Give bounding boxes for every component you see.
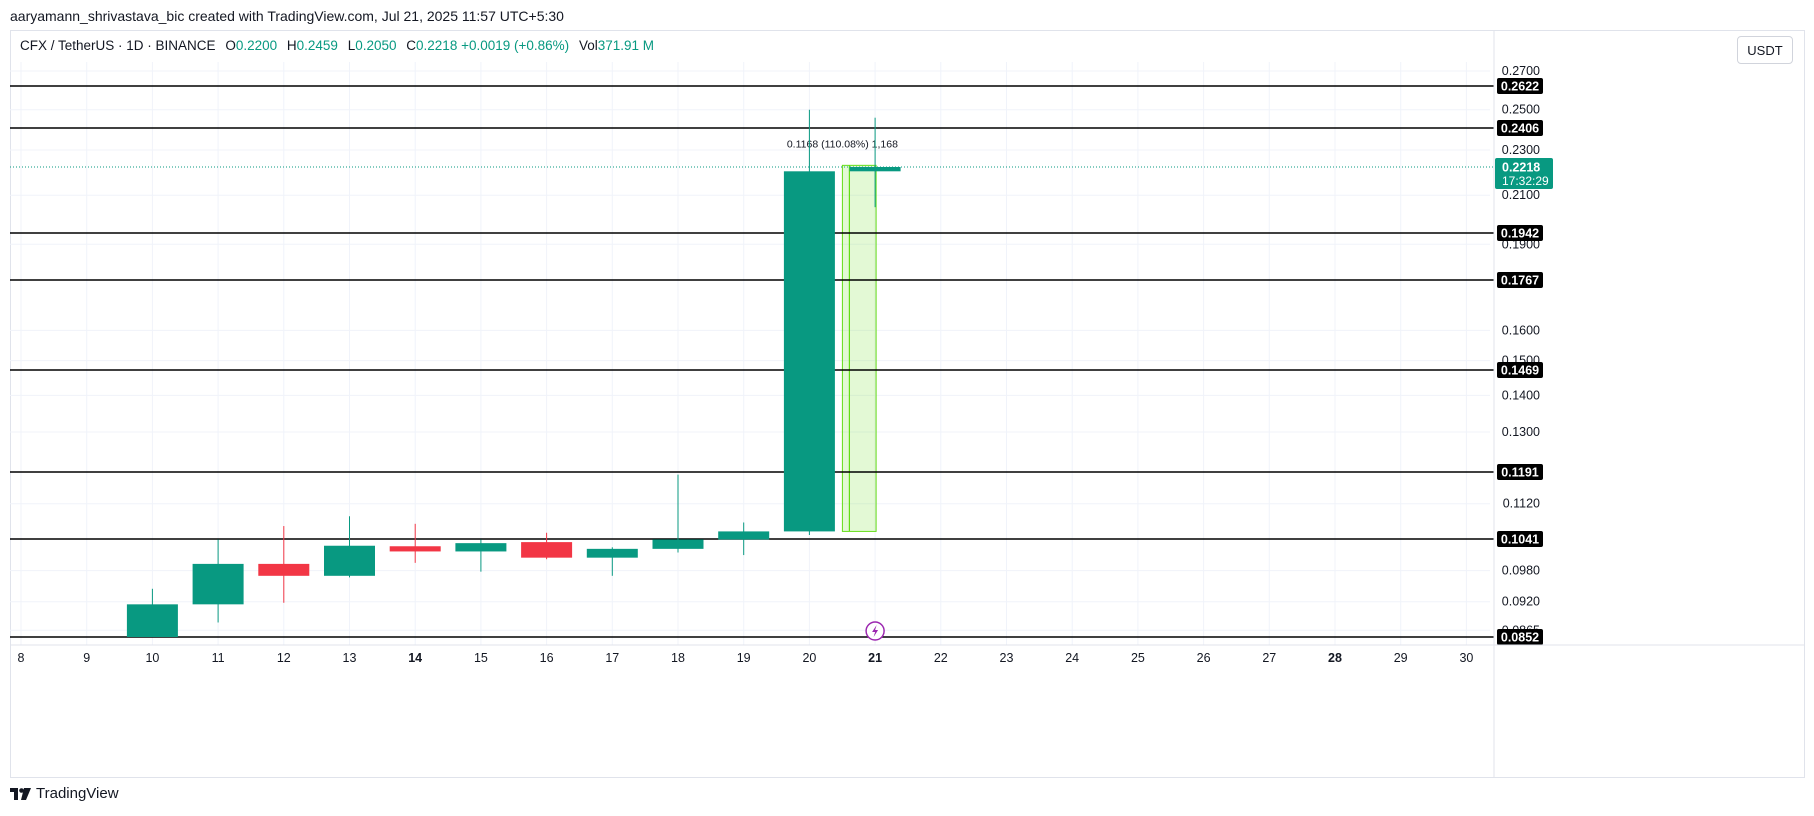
date-tick-label: 15 xyxy=(474,651,488,665)
date-tick-label: 9 xyxy=(83,651,90,665)
chart-header-credit: aaryamann_shrivastava_bic created with T… xyxy=(10,8,564,24)
level-price-tag xyxy=(1497,272,1543,288)
candle-body xyxy=(324,545,375,576)
date-tick-label: 14 xyxy=(408,651,422,665)
volume-label: Vol xyxy=(578,38,598,53)
date-tick-label: 25 xyxy=(1131,651,1145,665)
candle-body xyxy=(521,542,573,558)
change-value: +0.0019 (+0.86%) xyxy=(461,38,570,53)
level-price-tag xyxy=(1497,225,1543,241)
date-tick-label: 19 xyxy=(737,651,751,665)
candle-body xyxy=(258,563,310,576)
date-tick-label: 29 xyxy=(1394,651,1408,665)
last-price-tag-value: 0.2218 xyxy=(1502,161,1540,175)
date-tick-label: 13 xyxy=(343,651,357,665)
level-price-tag-text: 0.1469 xyxy=(1501,364,1539,378)
date-tick-label: 22 xyxy=(934,651,948,665)
date-tick-label: 17 xyxy=(605,651,619,665)
last-price-tag-countdown: 17:32:29 xyxy=(1502,174,1549,188)
tradingview-brand: TradingView xyxy=(10,785,119,802)
price-tick-label: 0.1600 xyxy=(1502,323,1540,337)
time-axis: 8 9 10 11 12 13 14 15 16 17 18 19 20 21 22 23 24 25 26 27 28… xyxy=(10,31,1805,777)
level-price-tag-text: 0.2622 xyxy=(1501,80,1539,94)
date-tick-label: 16 xyxy=(540,651,554,665)
price-tick-label: 0.2700 xyxy=(1502,64,1540,78)
currency-button[interactable]: USDT xyxy=(1737,36,1793,64)
level-price-tag xyxy=(1497,120,1543,136)
date-tick-label: 12 xyxy=(277,651,291,665)
lightning-bolt xyxy=(872,625,879,637)
date-tick-label: 30 xyxy=(1459,651,1473,665)
candle-body xyxy=(455,543,507,552)
date-tick-label: 18 xyxy=(671,651,685,665)
price-range-measure: 0.1168 (110.08%) 1,168 xyxy=(787,138,898,532)
date-tick-label: 27 xyxy=(1262,651,1276,665)
candle-body xyxy=(783,171,835,532)
open-value: 0.2200 xyxy=(235,38,278,53)
grid xyxy=(10,62,1490,645)
close-label: C xyxy=(406,38,417,53)
price-tick-label: 0.2100 xyxy=(1502,188,1540,202)
measure-box xyxy=(841,164,877,532)
candle-body xyxy=(389,546,441,552)
symbol-legend: CFX / TetherUS · 1D · BINANCE O0.2200 H0… xyxy=(20,38,654,53)
price-tick-label: 0.1120 xyxy=(1503,497,1540,511)
date-tick-label: 21 xyxy=(868,651,882,665)
high-value: 0.2459 xyxy=(296,38,338,53)
last-price-tag xyxy=(1495,158,1553,189)
date-tick-label: 11 xyxy=(212,651,225,665)
date-tick-label: 26 xyxy=(1197,651,1211,665)
horizontal-levels xyxy=(10,85,1494,638)
level-price-tag-text: 0.0852 xyxy=(1501,631,1539,645)
date-tick-label: 28 xyxy=(1328,651,1342,665)
level-price-tag xyxy=(1497,629,1543,645)
candle-body xyxy=(126,604,178,637)
price-tick-label: 0.1400 xyxy=(1502,388,1540,402)
level-price-tag-text: 0.1767 xyxy=(1501,274,1539,288)
date-tick-label: 20 xyxy=(802,651,816,665)
volume-value: 371.91 M xyxy=(597,38,655,53)
date-tick-label: 23 xyxy=(1000,651,1014,665)
open-label: O xyxy=(225,38,236,53)
level-price-tag-text: 0.1191 xyxy=(1501,466,1539,480)
candle-body xyxy=(849,167,901,172)
level-price-tag-text: 0.2406 xyxy=(1501,122,1539,136)
date-tick-label: 24 xyxy=(1065,651,1079,665)
candles xyxy=(126,109,901,637)
date-tick-label: 8 xyxy=(18,651,25,665)
price-tick-label: 0.1300 xyxy=(1502,425,1540,439)
low-value: 0.2050 xyxy=(355,38,397,53)
level-price-tag-text: 0.1041 xyxy=(1501,533,1539,547)
price-tick-label: 0.0920 xyxy=(1502,595,1540,609)
candle-body xyxy=(652,539,704,549)
event-marker xyxy=(865,621,885,641)
price-tick-label: 0.2300 xyxy=(1502,143,1540,157)
date-tick-label: 10 xyxy=(145,651,159,665)
level-price-tag xyxy=(1497,531,1543,547)
close-value: 0.2218 xyxy=(416,38,458,53)
low-label: L xyxy=(347,38,356,53)
candle-body xyxy=(192,563,244,605)
candle-body xyxy=(718,531,770,540)
level-price-tag-text: 0.1942 xyxy=(1501,227,1539,241)
tradingview-logo-icon xyxy=(10,787,31,800)
price-tick-label: 0.0980 xyxy=(1502,564,1540,578)
price-axis: 0.27000.25000.23000.21000.19000.16000.15… xyxy=(1495,64,1553,645)
price-tick-label: 0.2500 xyxy=(1502,103,1540,117)
level-price-tag xyxy=(1497,78,1543,94)
brand-name: TradingView xyxy=(36,785,119,802)
level-price-tag xyxy=(1497,464,1543,480)
measure-label: 0.1168 (110.08%) 1,168 xyxy=(787,138,898,150)
candle-body xyxy=(586,548,638,558)
symbol-name: CFX / TetherUS · 1D · BINANCE xyxy=(20,38,216,53)
chart-frame xyxy=(10,30,1805,778)
level-price-tag xyxy=(1497,362,1543,378)
high-label: H xyxy=(286,38,297,53)
